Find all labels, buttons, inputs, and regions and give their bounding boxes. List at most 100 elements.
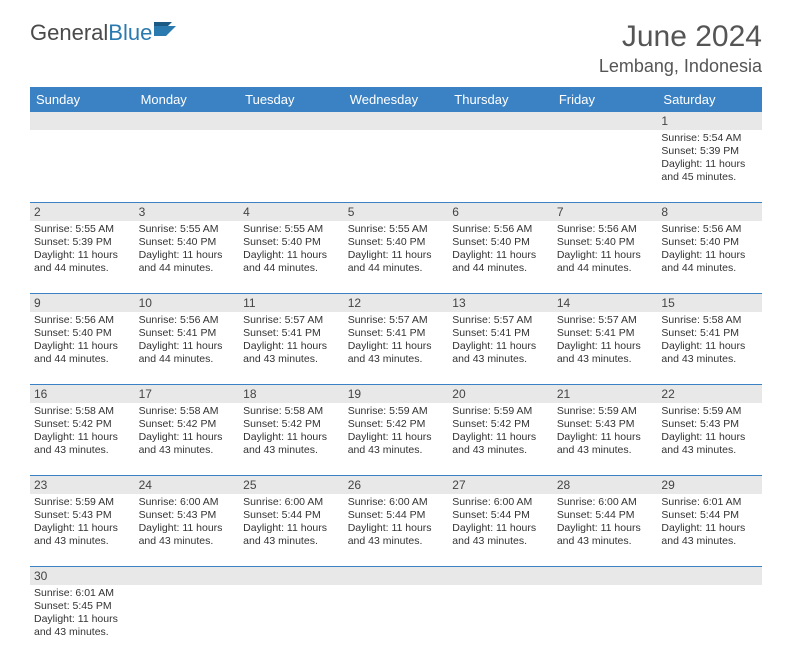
day-cell [448,130,553,202]
day-header-cell: Friday [553,87,658,112]
day-cell-line: Sunrise: 5:54 AM [661,132,758,145]
day-cell [344,585,449,657]
day-number-row: 1 [30,112,762,130]
day-cell: Sunrise: 6:00 AMSunset: 5:44 PMDaylight:… [448,494,553,566]
day-cell-line: and 43 minutes. [243,444,340,457]
day-number: 29 [657,476,762,494]
day-cell-line: Sunset: 5:44 PM [452,509,549,522]
day-cell: Sunrise: 5:54 AMSunset: 5:39 PMDaylight:… [657,130,762,202]
day-cell: Sunrise: 5:57 AMSunset: 5:41 PMDaylight:… [553,312,658,384]
logo-text-2: Blue [108,20,152,46]
day-cell-line: Sunrise: 6:00 AM [452,496,549,509]
day-cell: Sunrise: 5:58 AMSunset: 5:41 PMDaylight:… [657,312,762,384]
day-cell-line: Sunrise: 5:58 AM [243,405,340,418]
day-cell-line: Daylight: 11 hours [139,249,236,262]
day-cell: Sunrise: 5:56 AMSunset: 5:40 PMDaylight:… [30,312,135,384]
day-number: 13 [448,294,553,312]
day-cell: Sunrise: 5:55 AMSunset: 5:39 PMDaylight:… [30,221,135,293]
day-cell-line: and 44 minutes. [139,353,236,366]
day-cell: Sunrise: 5:58 AMSunset: 5:42 PMDaylight:… [135,403,240,475]
day-number: 18 [239,385,344,403]
day-cell-line: Daylight: 11 hours [557,431,654,444]
day-cell-line: and 43 minutes. [557,444,654,457]
day-cell-line: and 44 minutes. [348,262,445,275]
day-number: 30 [30,567,135,585]
day-header-cell: Saturday [657,87,762,112]
day-number: 27 [448,476,553,494]
month-title: June 2024 [599,20,762,54]
week-row: Sunrise: 5:54 AMSunset: 5:39 PMDaylight:… [30,130,762,203]
day-cell-line: Daylight: 11 hours [661,431,758,444]
day-cell-line: Sunrise: 6:00 AM [348,496,445,509]
day-number: 11 [239,294,344,312]
day-cell-line: and 44 minutes. [34,262,131,275]
day-cell-line: Daylight: 11 hours [34,340,131,353]
day-cell-line: Daylight: 11 hours [34,522,131,535]
day-cell-line: Sunrise: 5:58 AM [34,405,131,418]
day-number-row: 9101112131415 [30,294,762,312]
day-cell-line: Daylight: 11 hours [348,340,445,353]
day-cell: Sunrise: 5:56 AMSunset: 5:41 PMDaylight:… [135,312,240,384]
day-cell-line: Daylight: 11 hours [34,613,131,626]
day-cell [239,130,344,202]
day-cell-line: and 43 minutes. [34,626,131,639]
day-header-row: SundayMondayTuesdayWednesdayThursdayFrid… [30,87,762,112]
day-cell-line: Sunset: 5:40 PM [348,236,445,249]
day-number: 5 [344,203,449,221]
day-number [135,112,240,130]
day-cell [553,585,658,657]
day-cell-line: Sunrise: 6:00 AM [139,496,236,509]
day-cell-line: and 43 minutes. [452,444,549,457]
day-cell-line: and 44 minutes. [557,262,654,275]
day-cell-line: Sunset: 5:41 PM [348,327,445,340]
day-cell-line: Sunset: 5:44 PM [557,509,654,522]
day-number [344,112,449,130]
day-cell-line: Sunset: 5:43 PM [557,418,654,431]
day-cell-line: Sunset: 5:42 PM [452,418,549,431]
day-cell: Sunrise: 5:59 AMSunset: 5:43 PMDaylight:… [30,494,135,566]
day-number [30,112,135,130]
day-cell-line: Sunset: 5:39 PM [661,145,758,158]
day-cell-line: and 43 minutes. [557,353,654,366]
day-cell-line: Sunset: 5:42 PM [348,418,445,431]
day-number [553,567,658,585]
day-cell-line: Sunset: 5:40 PM [452,236,549,249]
day-cell: Sunrise: 6:00 AMSunset: 5:44 PMDaylight:… [553,494,658,566]
day-number: 8 [657,203,762,221]
day-cell-line: Sunset: 5:44 PM [661,509,758,522]
day-cell: Sunrise: 6:00 AMSunset: 5:43 PMDaylight:… [135,494,240,566]
day-cell-line: Sunset: 5:44 PM [243,509,340,522]
week-row: Sunrise: 5:58 AM Sunset: 5:42 PM Daylight:… [30,403,762,476]
day-cell-line: Sunrise: 5:59 AM [661,405,758,418]
day-cell [448,585,553,657]
day-cell-line: Daylight: 11 hours [661,158,758,171]
day-cell-line: and 43 minutes. [661,353,758,366]
day-cell-line: Daylight: 11 hours [557,249,654,262]
day-number-row: 30 [30,567,762,585]
week-row: Sunrise: 5:55 AMSunset: 5:39 PMDaylight:… [30,221,762,294]
week-row: Sunrise: 5:59 AMSunset: 5:43 PMDaylight:… [30,494,762,567]
day-number: 22 [657,385,762,403]
day-cell-line: Sunrise: 5:56 AM [34,314,131,327]
day-cell-line: Sunrise: 5:55 AM [348,223,445,236]
day-cell-line: Daylight: 11 hours [661,249,758,262]
weeks-container: 1Sunrise: 5:54 AMSunset: 5:39 PMDaylight… [30,112,762,657]
week-row: Sunrise: 6:01 AMSunset: 5:45 PMDaylight:… [30,585,762,657]
day-cell-line: Daylight: 11 hours [452,522,549,535]
day-number: 17 [135,385,240,403]
day-number: 15 [657,294,762,312]
day-cell: Sunrise: 5:58 AMSunset: 5:42 PMDaylight:… [239,403,344,475]
location: Lembang, Indonesia [599,56,762,77]
day-cell: Sunrise: 5:55 AMSunset: 5:40 PMDaylight:… [239,221,344,293]
day-cell [30,130,135,202]
day-cell-line: Sunrise: 5:58 AM [139,405,236,418]
day-number-row: 23242526272829 [30,476,762,494]
day-cell: Sunrise: 5:59 AMSunset: 5:42 PMDaylight:… [448,403,553,475]
day-cell-line: Daylight: 11 hours [243,340,340,353]
day-cell-line: Daylight: 11 hours [661,522,758,535]
day-number: 16 [30,385,135,403]
title-block: June 2024 Lembang, Indonesia [599,20,762,77]
header: GeneralBlue June 2024 Lembang, Indonesia [0,0,792,87]
day-cell-line: Sunset: 5:40 PM [557,236,654,249]
day-cell: Sunrise: 6:01 AMSunset: 5:44 PMDaylight:… [657,494,762,566]
